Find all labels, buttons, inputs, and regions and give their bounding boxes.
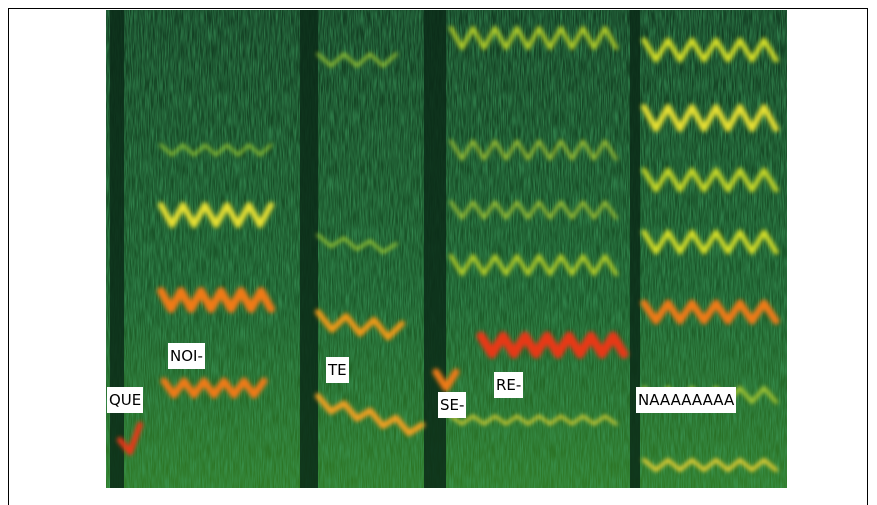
syllable-label: NAAAAAAAA [636, 387, 736, 413]
syllable-label: NOI- [168, 343, 205, 369]
syllable-label: TE [326, 357, 349, 383]
gap [630, 10, 640, 488]
page: QUE NOI- TE SE- RE- NAAAAAAAA [0, 0, 877, 505]
gap [300, 10, 318, 488]
gap [110, 10, 124, 488]
syllable-label: SE- [438, 392, 466, 418]
syllable-label: RE- [494, 372, 523, 398]
syllable-label: QUE [107, 387, 143, 413]
